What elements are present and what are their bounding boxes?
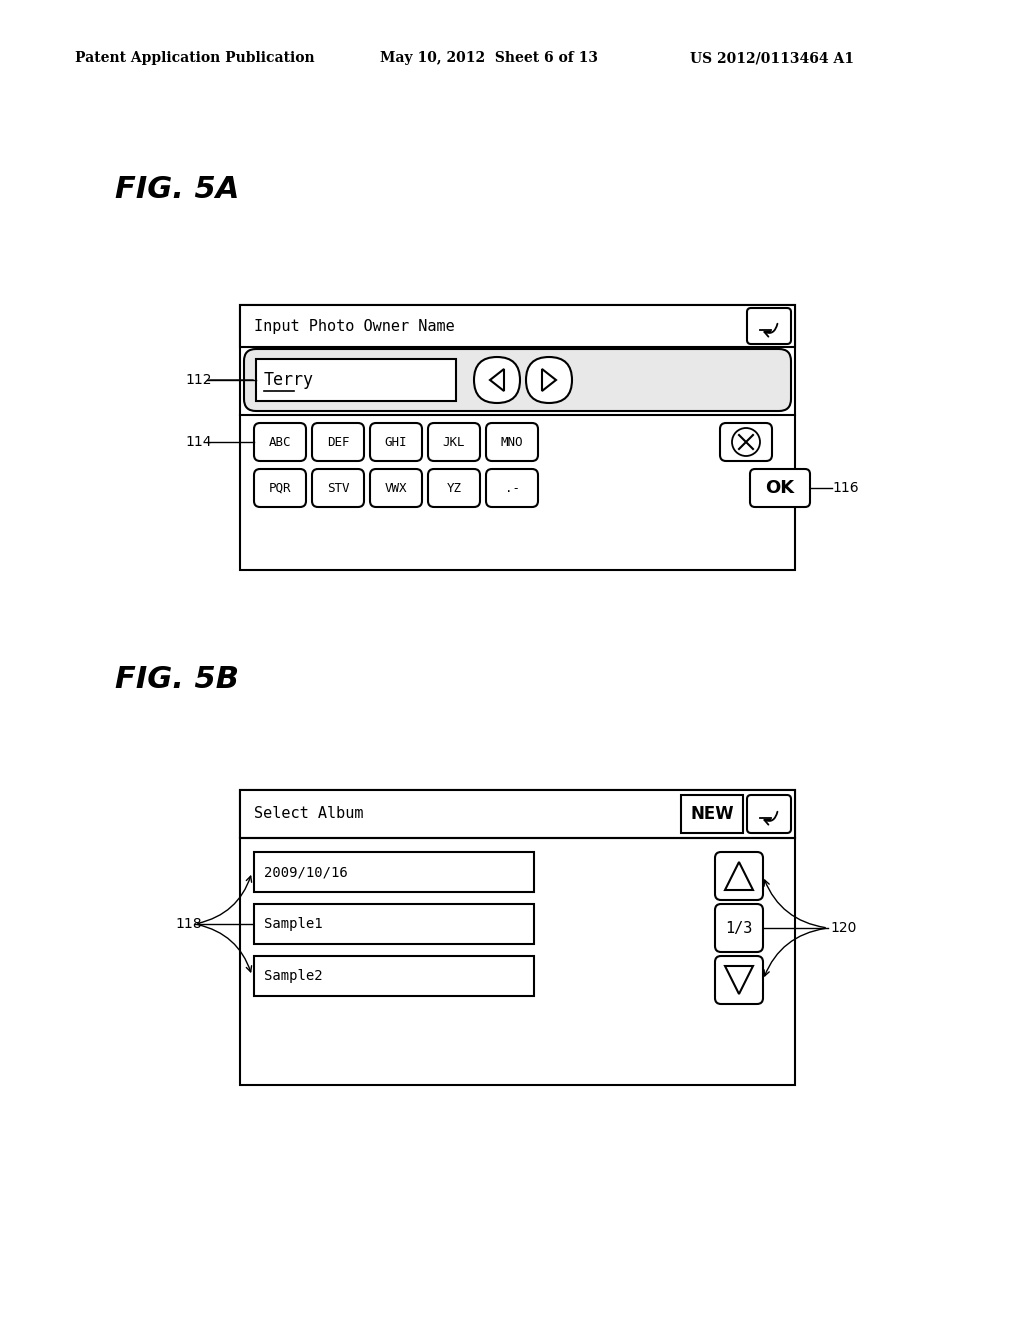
Text: DEF: DEF: [327, 436, 349, 449]
FancyBboxPatch shape: [720, 422, 772, 461]
FancyBboxPatch shape: [312, 422, 364, 461]
Text: NEW: NEW: [690, 805, 734, 822]
Bar: [240, 789, 795, 838]
Text: YZ: YZ: [446, 482, 462, 495]
Text: Sample2: Sample2: [264, 969, 323, 983]
Text: Select Album: Select Album: [254, 807, 364, 821]
Text: PQR: PQR: [268, 482, 291, 495]
Text: 116: 116: [831, 480, 859, 495]
FancyBboxPatch shape: [715, 851, 763, 900]
Text: 1/3: 1/3: [725, 920, 753, 936]
FancyBboxPatch shape: [244, 348, 791, 411]
Text: FIG. 5A: FIG. 5A: [115, 176, 240, 205]
Text: Input Photo Owner Name: Input Photo Owner Name: [254, 318, 455, 334]
FancyBboxPatch shape: [526, 356, 572, 403]
Text: 2009/10/16: 2009/10/16: [264, 865, 348, 879]
Text: US 2012/0113464 A1: US 2012/0113464 A1: [690, 51, 854, 65]
Bar: [681, 795, 743, 833]
FancyBboxPatch shape: [428, 469, 480, 507]
Bar: [240, 789, 795, 1085]
Bar: [240, 305, 795, 570]
FancyBboxPatch shape: [715, 904, 763, 952]
FancyBboxPatch shape: [254, 469, 306, 507]
Text: MNO: MNO: [501, 436, 523, 449]
Bar: [254, 956, 534, 997]
Bar: [254, 851, 534, 892]
FancyBboxPatch shape: [370, 469, 422, 507]
Text: FIG. 5B: FIG. 5B: [115, 665, 239, 694]
Text: Patent Application Publication: Patent Application Publication: [75, 51, 314, 65]
FancyBboxPatch shape: [428, 422, 480, 461]
FancyBboxPatch shape: [746, 795, 791, 833]
FancyBboxPatch shape: [750, 469, 810, 507]
Text: GHI: GHI: [385, 436, 408, 449]
Text: 120: 120: [830, 921, 856, 935]
FancyBboxPatch shape: [486, 422, 538, 461]
Text: JKL: JKL: [442, 436, 465, 449]
Text: OK: OK: [765, 479, 795, 498]
FancyBboxPatch shape: [370, 422, 422, 461]
FancyBboxPatch shape: [474, 356, 520, 403]
Text: VWX: VWX: [385, 482, 408, 495]
Text: Terry: Terry: [264, 371, 314, 389]
Bar: [256, 359, 456, 401]
Text: Sample1: Sample1: [264, 917, 323, 931]
Text: May 10, 2012  Sheet 6 of 13: May 10, 2012 Sheet 6 of 13: [380, 51, 598, 65]
FancyBboxPatch shape: [254, 422, 306, 461]
Text: 112: 112: [185, 374, 212, 387]
FancyBboxPatch shape: [312, 469, 364, 507]
Text: STV: STV: [327, 482, 349, 495]
FancyBboxPatch shape: [746, 308, 791, 345]
FancyBboxPatch shape: [486, 469, 538, 507]
Text: .-: .-: [505, 482, 519, 495]
Text: 114: 114: [185, 436, 212, 449]
Text: 118: 118: [175, 917, 202, 931]
Text: ABC: ABC: [268, 436, 291, 449]
Bar: [254, 904, 534, 944]
Bar: [240, 305, 795, 347]
FancyBboxPatch shape: [715, 956, 763, 1005]
